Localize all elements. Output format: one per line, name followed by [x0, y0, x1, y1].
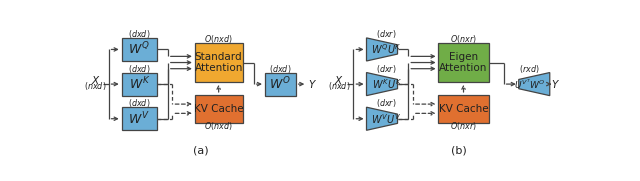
Text: $W^KU^K$: $W^KU^K$	[372, 77, 401, 91]
Text: (b): (b)	[451, 145, 467, 155]
Text: $O(nxd)$: $O(nxd)$	[204, 33, 233, 45]
Bar	[195, 95, 243, 123]
Text: $(dxd)$: $(dxd)$	[128, 63, 150, 75]
Text: $W^K$: $W^K$	[129, 76, 150, 92]
Text: $(nxd)$: $(nxd)$	[84, 80, 107, 92]
Text: $(nxd)$: $(nxd)$	[328, 80, 350, 92]
Polygon shape	[367, 38, 397, 61]
Bar	[122, 107, 157, 130]
Bar	[438, 95, 488, 123]
Text: $U^{V^T}W^O$: $U^{V^T}W^O$	[514, 77, 545, 91]
Text: Standard
Attention: Standard Attention	[195, 52, 243, 73]
Text: $Y$: $Y$	[552, 78, 561, 90]
Polygon shape	[367, 107, 397, 130]
Text: $(dxr)$: $(dxr)$	[376, 28, 397, 40]
Text: $(dxd)$: $(dxd)$	[128, 97, 150, 109]
Bar	[122, 38, 157, 61]
Text: $W^Q$: $W^Q$	[129, 41, 150, 58]
Text: $O(nxr)$: $O(nxr)$	[450, 120, 477, 132]
Text: KV Cache: KV Cache	[194, 104, 243, 114]
Text: $(dxd)$: $(dxd)$	[269, 63, 291, 75]
Text: $Y$: $Y$	[308, 78, 317, 90]
Text: $W^QU^K$: $W^QU^K$	[371, 43, 402, 56]
Text: KV Cache: KV Cache	[438, 104, 488, 114]
Text: Eigen
Attention: Eigen Attention	[439, 52, 488, 73]
Text: $X$: $X$	[334, 74, 344, 86]
Polygon shape	[367, 73, 397, 96]
Bar	[265, 73, 296, 96]
Text: $W^VU^V$: $W^VU^V$	[371, 112, 402, 126]
Text: $W^O$: $W^O$	[269, 76, 291, 92]
Text: (a): (a)	[193, 145, 209, 155]
Text: $(rxd)$: $(rxd)$	[520, 63, 540, 75]
Polygon shape	[519, 73, 550, 96]
Text: $X$: $X$	[91, 74, 100, 86]
Text: $O(nxr)$: $O(nxr)$	[450, 33, 477, 45]
Text: $(dxr)$: $(dxr)$	[376, 97, 397, 109]
Text: $O(nxd)$: $O(nxd)$	[204, 120, 233, 132]
Bar	[195, 43, 243, 82]
Text: $(dxr)$: $(dxr)$	[376, 63, 397, 75]
Bar	[122, 73, 157, 96]
Text: $(dxd)$: $(dxd)$	[128, 28, 150, 40]
Text: $W^V$: $W^V$	[129, 110, 150, 127]
Bar	[438, 43, 488, 82]
